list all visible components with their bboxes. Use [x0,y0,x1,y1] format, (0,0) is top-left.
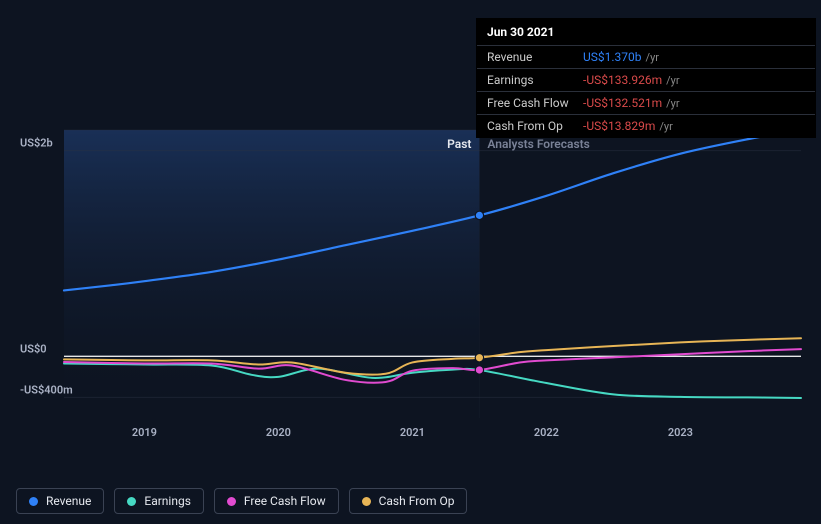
marker-cfo [475,354,483,362]
tooltip-row-unit: /yr [666,74,679,87]
y-axis-label: -US$400m [20,383,73,396]
legend-item-cfo[interactable]: Cash From Op [349,488,468,514]
tooltip-row-value: -US$13.829m [583,119,655,133]
chart-tooltip: Jun 30 2021 RevenueUS$1.370b/yrEarnings-… [476,18,816,138]
chart-legend: Revenue Earnings Free Cash Flow Cash From O… [16,488,467,514]
x-axis-label: 2019 [132,426,157,439]
legend-item-revenue[interactable]: Revenue [16,488,104,514]
legend-item-earnings[interactable]: Earnings [114,488,204,514]
legend-swatch-icon [127,497,136,506]
tooltip-row-unit: /yr [659,120,672,133]
tooltip-row-value: -US$133.926m [583,73,662,87]
x-axis-label: 2023 [668,426,693,439]
tooltip-row-unit: /yr [646,51,659,64]
tooltip-row-label: Cash From Op [487,119,583,133]
y-axis-label: US$0 [20,342,47,355]
legend-item-label: Earnings [144,494,191,508]
tooltip-row: Earnings-US$133.926m/yr [477,68,815,91]
legend-item-label: Cash From Op [379,494,455,508]
tooltip-row-value: -US$132.521m [583,96,662,110]
y-axis-label: US$2b [20,137,53,150]
tooltip-row-label: Earnings [487,73,583,87]
x-axis-label: 2022 [534,426,559,439]
legend-item-fcf[interactable]: Free Cash Flow [214,488,339,514]
tooltip-row-unit: /yr [666,97,679,110]
legend-swatch-icon [227,497,236,506]
tooltip-row-value: US$1.370b [583,50,642,64]
marker-revenue [475,211,483,219]
x-axis-label: 2021 [400,426,425,439]
chart-area: US$2b US$0 -US$400m Past Analysts Forecasts 2… [16,0,805,476]
x-axis-label: 2020 [266,426,291,439]
tooltip-row: Free Cash Flow-US$132.521m/yr [477,91,815,114]
tooltip-row: RevenueUS$1.370b/yr [477,45,815,68]
tooltip-title: Jun 30 2021 [477,19,815,45]
legend-swatch-icon [29,497,38,506]
legend-item-label: Revenue [46,494,91,508]
past-label: Past [447,137,471,151]
tooltip-row-label: Free Cash Flow [487,96,583,110]
tooltip-row-label: Revenue [487,50,583,64]
legend-swatch-icon [362,497,371,506]
marker-fcf [475,366,483,374]
forecast-label: Analysts Forecasts [487,137,589,151]
legend-item-label: Free Cash Flow [244,494,326,508]
tooltip-row: Cash From Op-US$13.829m/yr [477,114,815,137]
